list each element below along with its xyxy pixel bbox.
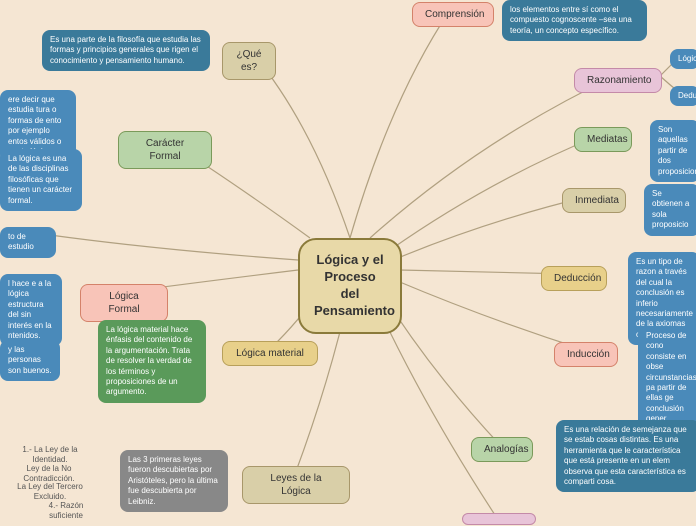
node-leyes[interactable]: Leyes de la Lógica: [242, 466, 350, 504]
node-objeto: to de estudio: [0, 227, 56, 258]
node-deduc-r: Deduc: [670, 86, 696, 106]
node-logica-r: Lógica: [670, 49, 696, 69]
node-deduccion[interactable]: Deducción: [541, 266, 607, 291]
node-logica-material[interactable]: Lógica material: [222, 341, 318, 366]
node-extra1[interactable]: [462, 513, 536, 525]
node-que-es[interactable]: ¿Qué es?: [222, 42, 276, 80]
node-caracter-desc2: La lógica es una de las disciplinas filo…: [0, 149, 82, 211]
node-induccion[interactable]: Inducción: [554, 342, 618, 367]
node-ley4: 4.- Razón suficiente: [30, 497, 102, 526]
node-que-es-desc: Es una parte de la filosofía que estudia…: [42, 30, 210, 71]
node-inmediata[interactable]: Inmediata: [562, 188, 626, 213]
node-caracter[interactable]: Carácter Formal: [118, 131, 212, 169]
node-comprension[interactable]: Comprensión: [412, 2, 494, 27]
node-lm-desc: La lógica material hace énfasis del cont…: [98, 320, 206, 403]
node-mediatas[interactable]: Mediatas: [574, 127, 632, 152]
node-induccion-desc: Proceso de cono consiste en obse circuns…: [638, 326, 696, 430]
node-lm-desc2: y las personas son buenos.: [0, 340, 60, 381]
node-mediatas-desc: Son aquellas partir de dos proposiciones: [650, 120, 696, 182]
node-inmediata-desc: Se obtienen a sola proposicio: [644, 184, 696, 236]
node-leyes-desc: Las 3 primeras leyes fueron descubiertas…: [120, 450, 228, 512]
center-node[interactable]: Lógica y elProceso delPensamiento: [298, 238, 402, 334]
node-analogias-desc: Es una relación de semejanza que se esta…: [556, 420, 696, 492]
node-razonamiento[interactable]: Razonamiento: [574, 68, 662, 93]
node-analogias[interactable]: Analogías: [471, 437, 533, 462]
node-comprension-desc: los elementos entre sí como el compuesto…: [502, 0, 647, 41]
node-lf-desc: l hace e a la lógica estructura del sin …: [0, 274, 62, 346]
node-logica-formal[interactable]: Lógica Formal: [80, 284, 168, 322]
